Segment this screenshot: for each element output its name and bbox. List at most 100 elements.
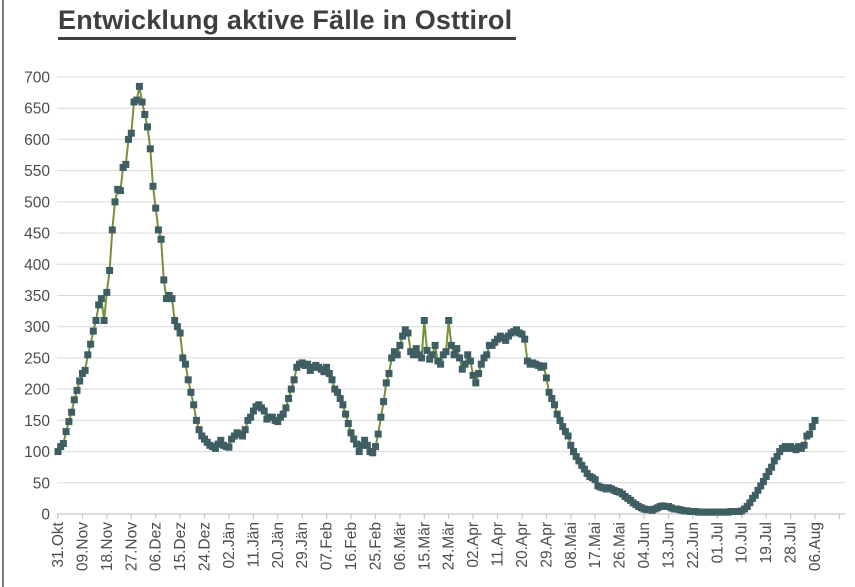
y-axis-tick-label: 650 [24, 101, 50, 118]
data-point-marker [190, 401, 198, 409]
chart-title: Entwicklung aktive Fälle in Osttirol [58, 5, 517, 40]
data-point-marker [464, 351, 472, 359]
y-axis-tick-label: 0 [41, 507, 50, 524]
data-point-marker [111, 198, 119, 206]
data-point-marker [320, 368, 328, 376]
data-point-marker [564, 432, 572, 440]
data-point-marker [469, 371, 477, 379]
data-point-marker [358, 441, 366, 449]
x-axis-tick-label: 15.Mär [416, 522, 433, 570]
data-point-marker [591, 476, 599, 484]
data-point-marker [377, 413, 385, 421]
data-point-marker [518, 330, 526, 338]
data-point-marker [458, 365, 466, 373]
x-axis-tick-label: 26.Mai [612, 522, 629, 569]
data-point-marker [285, 395, 293, 402]
data-point-marker [76, 377, 84, 385]
data-point-marker [808, 423, 816, 431]
data-point-marker [325, 370, 333, 377]
data-point-marker [374, 430, 382, 438]
data-point-marker [466, 357, 474, 365]
x-axis-tick-label: 22.Jun [685, 522, 702, 569]
data-point-marker [182, 360, 189, 368]
data-point-marker [274, 418, 282, 426]
data-point-marker [146, 145, 154, 153]
data-point-marker [450, 351, 458, 359]
data-point-marker [393, 351, 401, 359]
data-point-marker [171, 317, 179, 324]
data-point-marker [447, 341, 455, 349]
x-axis-tick-label: 02.Jän [221, 522, 238, 569]
data-point-marker [249, 407, 257, 415]
data-point-marker [89, 327, 97, 335]
x-axis-tick-label: 27.Nov [123, 522, 140, 571]
data-point-marker [135, 82, 143, 90]
data-point-marker [445, 317, 453, 324]
data-point-marker [437, 360, 445, 368]
x-axis-tick-label: 17.Mai [587, 522, 604, 569]
data-point-marker [567, 441, 575, 449]
data-point-marker [521, 335, 529, 343]
data-point-marker [176, 329, 184, 337]
data-point-marker [225, 443, 233, 451]
data-point-marker [773, 453, 781, 461]
x-axis-tick-label: 13.Jun [660, 522, 677, 569]
data-point-marker [127, 129, 135, 137]
data-point-marker [214, 440, 222, 448]
data-point-marker [570, 448, 577, 456]
data-point-marker [133, 96, 141, 104]
data-point-marker [138, 98, 146, 106]
y-axis-tick-label: 250 [24, 350, 50, 367]
data-point-marker [768, 463, 776, 471]
data-point-marker [762, 473, 770, 480]
data-point-marker [556, 416, 564, 424]
x-axis-tick-label: 25.Feb [367, 522, 384, 570]
data-point-marker [81, 366, 89, 374]
data-point-marker [195, 426, 203, 434]
data-point-marker [423, 346, 431, 354]
data-point-marker [553, 410, 561, 418]
data-point-marker [100, 317, 108, 324]
data-point-marker [173, 323, 181, 331]
data-point-marker [54, 448, 62, 456]
data-point-marker [461, 360, 469, 368]
data-point-marker [168, 295, 176, 303]
data-point-marker [323, 363, 331, 371]
data-point-marker [68, 408, 76, 416]
data-point-marker [95, 301, 103, 309]
data-point-marker [580, 465, 588, 473]
data-point-marker [84, 351, 92, 359]
x-axis-tick-label: 20.Apr [514, 522, 531, 568]
data-point-marker [339, 401, 347, 409]
data-point-marker [282, 404, 290, 412]
data-point-marker [141, 111, 149, 118]
data-point-marker [157, 235, 165, 243]
y-axis-tick-label: 400 [24, 257, 50, 274]
x-axis-tick-label: 29.Apr [538, 522, 555, 568]
data-point-marker [179, 354, 187, 362]
data-point-marker [239, 432, 246, 440]
data-point-marker [187, 388, 195, 396]
x-axis-tick-label: 11.Jän [245, 522, 262, 567]
data-point-marker [355, 448, 363, 456]
x-axis-tick-label: 02.Apr [465, 522, 482, 568]
data-point-marker [542, 374, 550, 382]
x-axis-tick-label: 01.Jul [709, 522, 726, 563]
data-point-marker [382, 379, 390, 387]
data-point-marker [502, 336, 510, 344]
data-point-marker [559, 423, 567, 431]
data-point-marker [344, 420, 352, 427]
data-point-marker [87, 340, 95, 348]
data-point-marker [428, 351, 436, 359]
x-axis-tick-label: 24.Dez [197, 522, 214, 571]
x-axis-tick-label: 28.Jul [783, 522, 800, 563]
y-axis-tick-label: 500 [24, 194, 50, 211]
data-point-marker [350, 435, 358, 443]
data-point-marker [287, 385, 295, 393]
data-point-marker [241, 426, 249, 434]
data-point-marker [353, 440, 360, 448]
x-axis-tick-label: 19.Jul [758, 522, 775, 563]
data-point-marker [477, 360, 485, 368]
data-point-marker [160, 276, 168, 284]
